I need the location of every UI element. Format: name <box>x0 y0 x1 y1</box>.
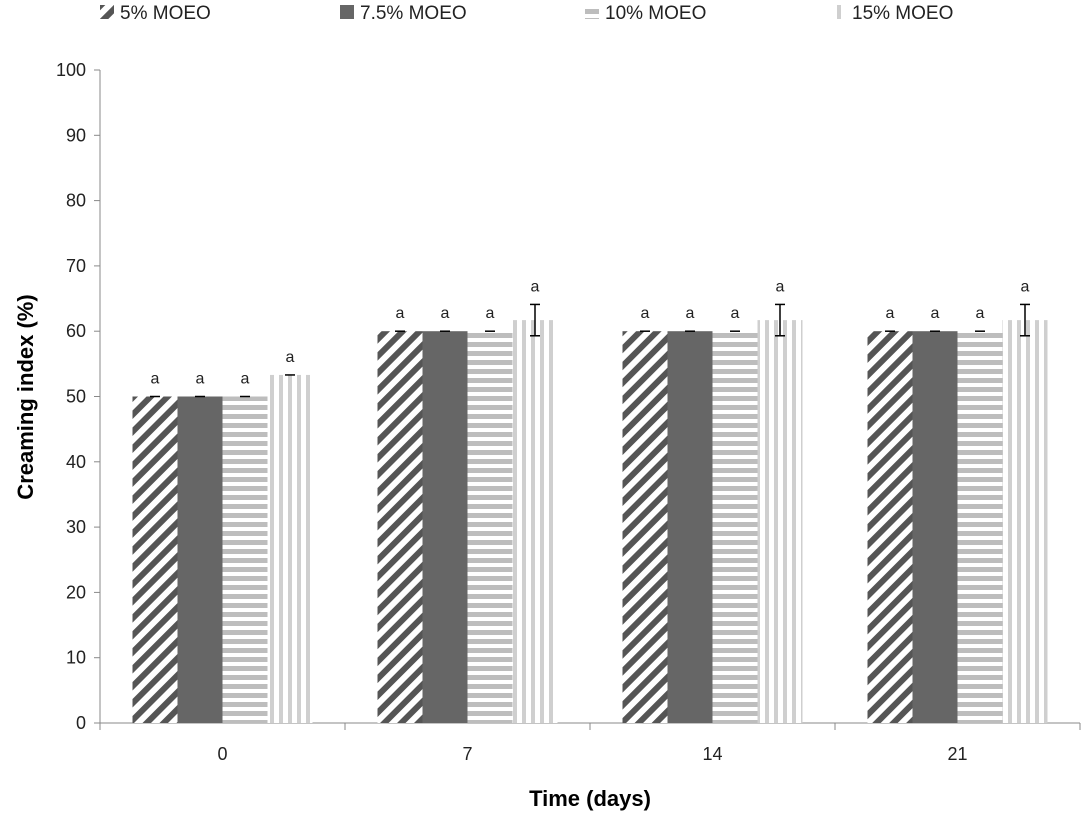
significance-label: a <box>151 371 160 388</box>
legend-swatch <box>100 5 114 19</box>
significance-label: a <box>396 305 405 322</box>
significance-label: a <box>241 371 250 388</box>
significance-label: a <box>441 305 450 322</box>
significance-label: a <box>731 305 740 322</box>
legend-label: 5% MOEO <box>120 3 211 24</box>
legend: 5% MOEO 7.5% MOEO 10% MOEO 15% MOEO <box>100 3 953 24</box>
significance-label: a <box>486 305 495 322</box>
significance-label: a <box>531 278 540 295</box>
significance-label: a <box>976 305 985 322</box>
legend-label: 7.5% MOEO <box>360 3 467 24</box>
significance-label: a <box>641 305 650 322</box>
legend-label: 15% MOEO <box>852 3 953 24</box>
y-tick-label: 70 <box>66 256 86 276</box>
y-tick-label: 80 <box>66 191 86 211</box>
bar <box>912 331 958 723</box>
x-tick-label: 21 <box>947 744 967 764</box>
y-tick-label: 20 <box>66 582 86 602</box>
significance-label: a <box>196 371 205 388</box>
significance-label: a <box>286 349 295 366</box>
y-tick-label: 30 <box>66 517 86 537</box>
significance-label: a <box>886 305 895 322</box>
x-tick-label: 7 <box>462 744 472 764</box>
bar <box>377 331 423 723</box>
bar <box>267 374 313 723</box>
legend-swatch <box>340 5 354 19</box>
y-tick-label: 100 <box>56 60 86 80</box>
bar <box>467 331 513 723</box>
legend-swatch <box>832 5 846 19</box>
bar <box>957 331 1003 723</box>
legend-swatch <box>585 5 599 19</box>
y-tick-label: 0 <box>76 713 86 733</box>
x-tick-label: 14 <box>702 744 722 764</box>
bar <box>712 331 758 723</box>
bar <box>132 396 178 723</box>
legend-label: 10% MOEO <box>605 3 706 24</box>
bar <box>222 396 268 723</box>
bar <box>757 320 803 723</box>
bar <box>422 331 468 723</box>
bars: a a a a a a a a a a a a a a a a <box>132 278 1048 723</box>
bar <box>177 396 223 723</box>
y-tick-label: 50 <box>66 387 86 407</box>
significance-label: a <box>686 305 695 322</box>
x-axis: 0 7 14 21 <box>99 722 1081 764</box>
bar <box>512 320 558 723</box>
y-tick-label: 90 <box>66 125 86 145</box>
bar <box>1002 320 1048 723</box>
significance-label: a <box>1021 278 1030 295</box>
y-tick-label: 60 <box>66 321 86 341</box>
significance-label: a <box>776 278 785 295</box>
y-axis: 0 10 20 30 40 50 60 70 80 90 100 <box>56 60 101 733</box>
bar <box>667 331 713 723</box>
y-tick-label: 10 <box>66 648 86 668</box>
significance-label: a <box>931 305 940 322</box>
y-tick-label: 40 <box>66 452 86 472</box>
x-tick-label: 0 <box>217 744 227 764</box>
y-axis-title: Creaming index (%) <box>13 294 38 499</box>
bar <box>622 331 668 723</box>
bar <box>867 331 913 723</box>
x-axis-title: Time (days) <box>529 786 651 811</box>
